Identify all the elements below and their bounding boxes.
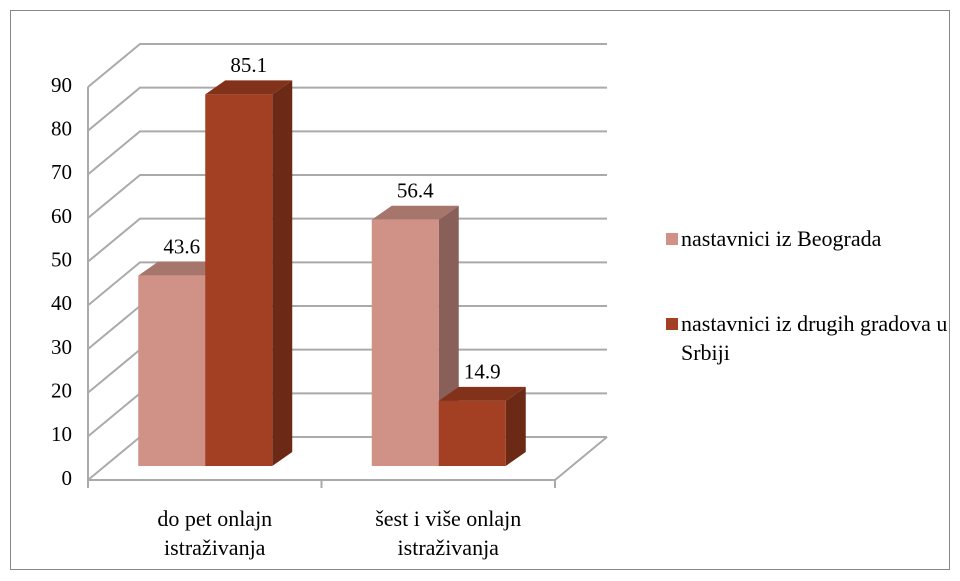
y-tick-label: 20 [51,378,72,402]
y-tick-label: 50 [51,247,72,271]
grid-line [87,174,607,219]
y-tick-label: 60 [51,204,72,228]
bar-top [371,205,459,220]
bar [438,400,506,466]
y-tick-label: 90 [51,73,72,97]
legend-swatch [666,318,678,330]
x-tick-label: do pet onlajn istraživanja [157,506,273,560]
data-label: 85.1 [230,53,267,77]
y-tick-label: 70 [51,160,72,184]
grid-line [87,130,607,176]
bar [205,94,273,466]
data-label: 56.4 [397,179,434,203]
chart-border [10,10,950,570]
bar [138,275,206,466]
legend-label: nastavnici iz drugih gradova u Srbiji [681,311,948,365]
bar-side [505,386,526,466]
grid-line [87,43,607,88]
legend-label: nastavnici iz Beograda [681,226,882,251]
grid-line [87,86,607,132]
bar-side [272,80,293,466]
data-label: 14.9 [464,360,501,384]
bar-top [138,261,226,276]
y-tick-label: 80 [51,116,72,140]
data-label: 43.6 [163,234,200,258]
bar-top [438,386,526,401]
bar-top [205,80,293,95]
y-tick-label: 40 [51,291,72,315]
y-tick-label: 30 [51,335,72,359]
bar [371,219,439,466]
y-tick-label: 0 [62,466,73,490]
legend-swatch [666,233,678,245]
y-tick-label: 10 [51,422,72,446]
x-tick-label: šest i više onlajn istraživanja [375,506,522,560]
